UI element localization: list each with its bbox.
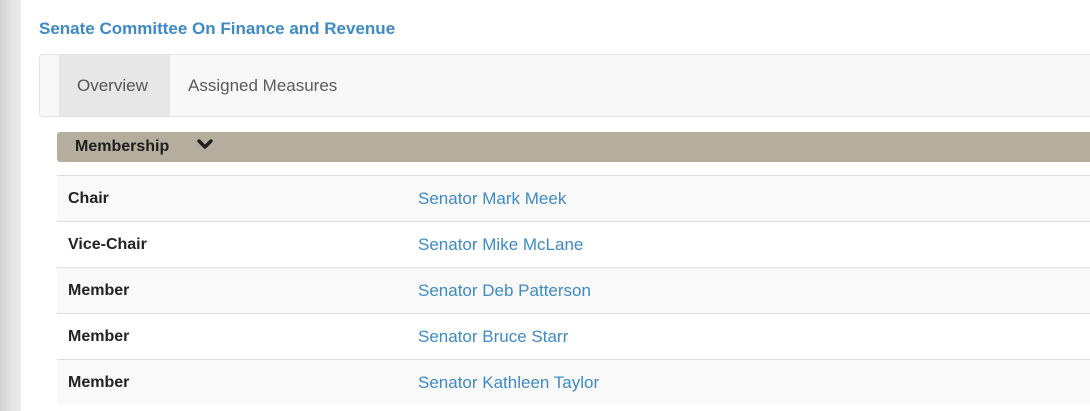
table-row: Vice-Chair Senator Mike McLane (57, 221, 1090, 267)
member-name-link[interactable]: Senator Mike McLane (418, 235, 584, 254)
member-name-link[interactable]: Senator Kathleen Taylor (418, 373, 600, 392)
member-role: Member (68, 328, 130, 345)
member-role: Chair (68, 190, 109, 207)
table-row: Chair Senator Mark Meek (57, 175, 1090, 221)
member-name-link[interactable]: Senator Bruce Starr (418, 327, 569, 346)
membership-header-label: Membership (75, 138, 170, 155)
tab-bar: Overview Assigned Measures (39, 54, 1090, 117)
membership-table: Chair Senator Mark Meek Vice-Chair Senat… (57, 175, 1090, 405)
tab-overview[interactable]: Overview (59, 55, 170, 116)
membership-accordion-header[interactable]: Membership (57, 132, 1090, 162)
chevron-down-icon (197, 139, 213, 149)
page-title: Senate Committee On Finance and Revenue (39, 19, 396, 38)
member-role: Member (68, 282, 130, 299)
member-role: Vice-Chair (68, 236, 147, 253)
member-name-link[interactable]: Senator Deb Patterson (418, 281, 591, 300)
table-row: Member Senator Kathleen Taylor (57, 359, 1090, 405)
member-role: Member (68, 374, 130, 391)
table-row: Member Senator Deb Patterson (57, 267, 1090, 313)
table-row: Member Senator Bruce Starr (57, 313, 1090, 359)
tab-assigned-measures[interactable]: Assigned Measures (188, 76, 338, 95)
left-page-rail (0, 0, 21, 411)
member-name-link[interactable]: Senator Mark Meek (418, 189, 567, 208)
